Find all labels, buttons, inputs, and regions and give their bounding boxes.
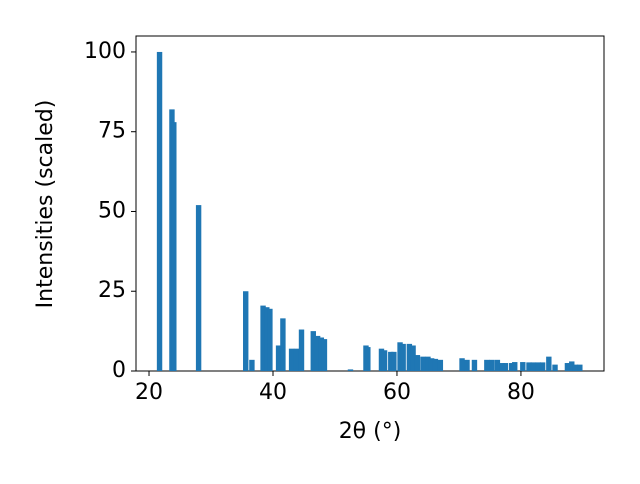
bar <box>406 343 413 371</box>
bar <box>428 358 435 371</box>
bar <box>502 363 509 371</box>
bar <box>381 350 388 371</box>
bar <box>530 362 537 371</box>
bar <box>572 364 579 371</box>
x-axis-label: 2θ (°) <box>339 419 402 444</box>
bar <box>391 351 397 371</box>
bar <box>298 329 305 371</box>
bar <box>293 348 300 371</box>
x-tick-label: 60 <box>383 380 411 405</box>
bar <box>432 358 439 371</box>
bar <box>388 351 394 371</box>
bar <box>249 359 255 371</box>
bar <box>577 364 583 371</box>
y-tick-label: 25 <box>98 278 126 303</box>
bar <box>321 339 328 371</box>
bar <box>569 361 575 371</box>
bar <box>310 331 316 371</box>
bar <box>267 308 273 371</box>
bar <box>365 347 371 371</box>
x-tick-label: 40 <box>259 380 287 405</box>
bar <box>275 345 282 371</box>
bar <box>520 362 526 371</box>
bar <box>420 356 426 371</box>
x-tick-label: 20 <box>135 380 163 405</box>
bar <box>464 359 470 371</box>
bar <box>397 342 403 371</box>
bar <box>243 291 249 371</box>
bar <box>156 51 163 371</box>
bar <box>494 359 501 371</box>
bar <box>437 359 444 371</box>
x-tick-label: 80 <box>507 380 535 405</box>
bar <box>195 205 202 371</box>
bar <box>535 362 541 371</box>
plot-frame <box>135 35 605 372</box>
bar <box>318 337 325 371</box>
y-tick-label: 50 <box>98 198 126 223</box>
bar <box>489 359 495 371</box>
bar <box>526 362 532 371</box>
bar <box>459 358 465 371</box>
bar <box>314 335 321 371</box>
bar <box>280 318 286 371</box>
bar <box>564 363 571 371</box>
bar <box>171 122 177 372</box>
bar <box>410 345 416 371</box>
bar <box>288 348 295 371</box>
y-tick-label: 100 <box>84 39 126 64</box>
bar <box>347 369 354 371</box>
bar <box>425 356 431 371</box>
bar <box>414 355 421 371</box>
bar <box>264 307 270 371</box>
bar <box>552 364 558 371</box>
y-tick-label: 0 <box>112 358 126 383</box>
bar <box>378 348 385 371</box>
bar <box>508 363 515 371</box>
y-tick-label: 75 <box>98 119 126 144</box>
bar <box>471 359 478 371</box>
bar <box>499 363 506 371</box>
bar <box>484 359 490 371</box>
bar <box>512 362 518 371</box>
bar <box>546 356 552 371</box>
bar <box>260 305 266 371</box>
bar <box>400 343 406 371</box>
y-axis-label: Intensities (scaled) <box>33 100 58 309</box>
bar <box>539 362 546 371</box>
